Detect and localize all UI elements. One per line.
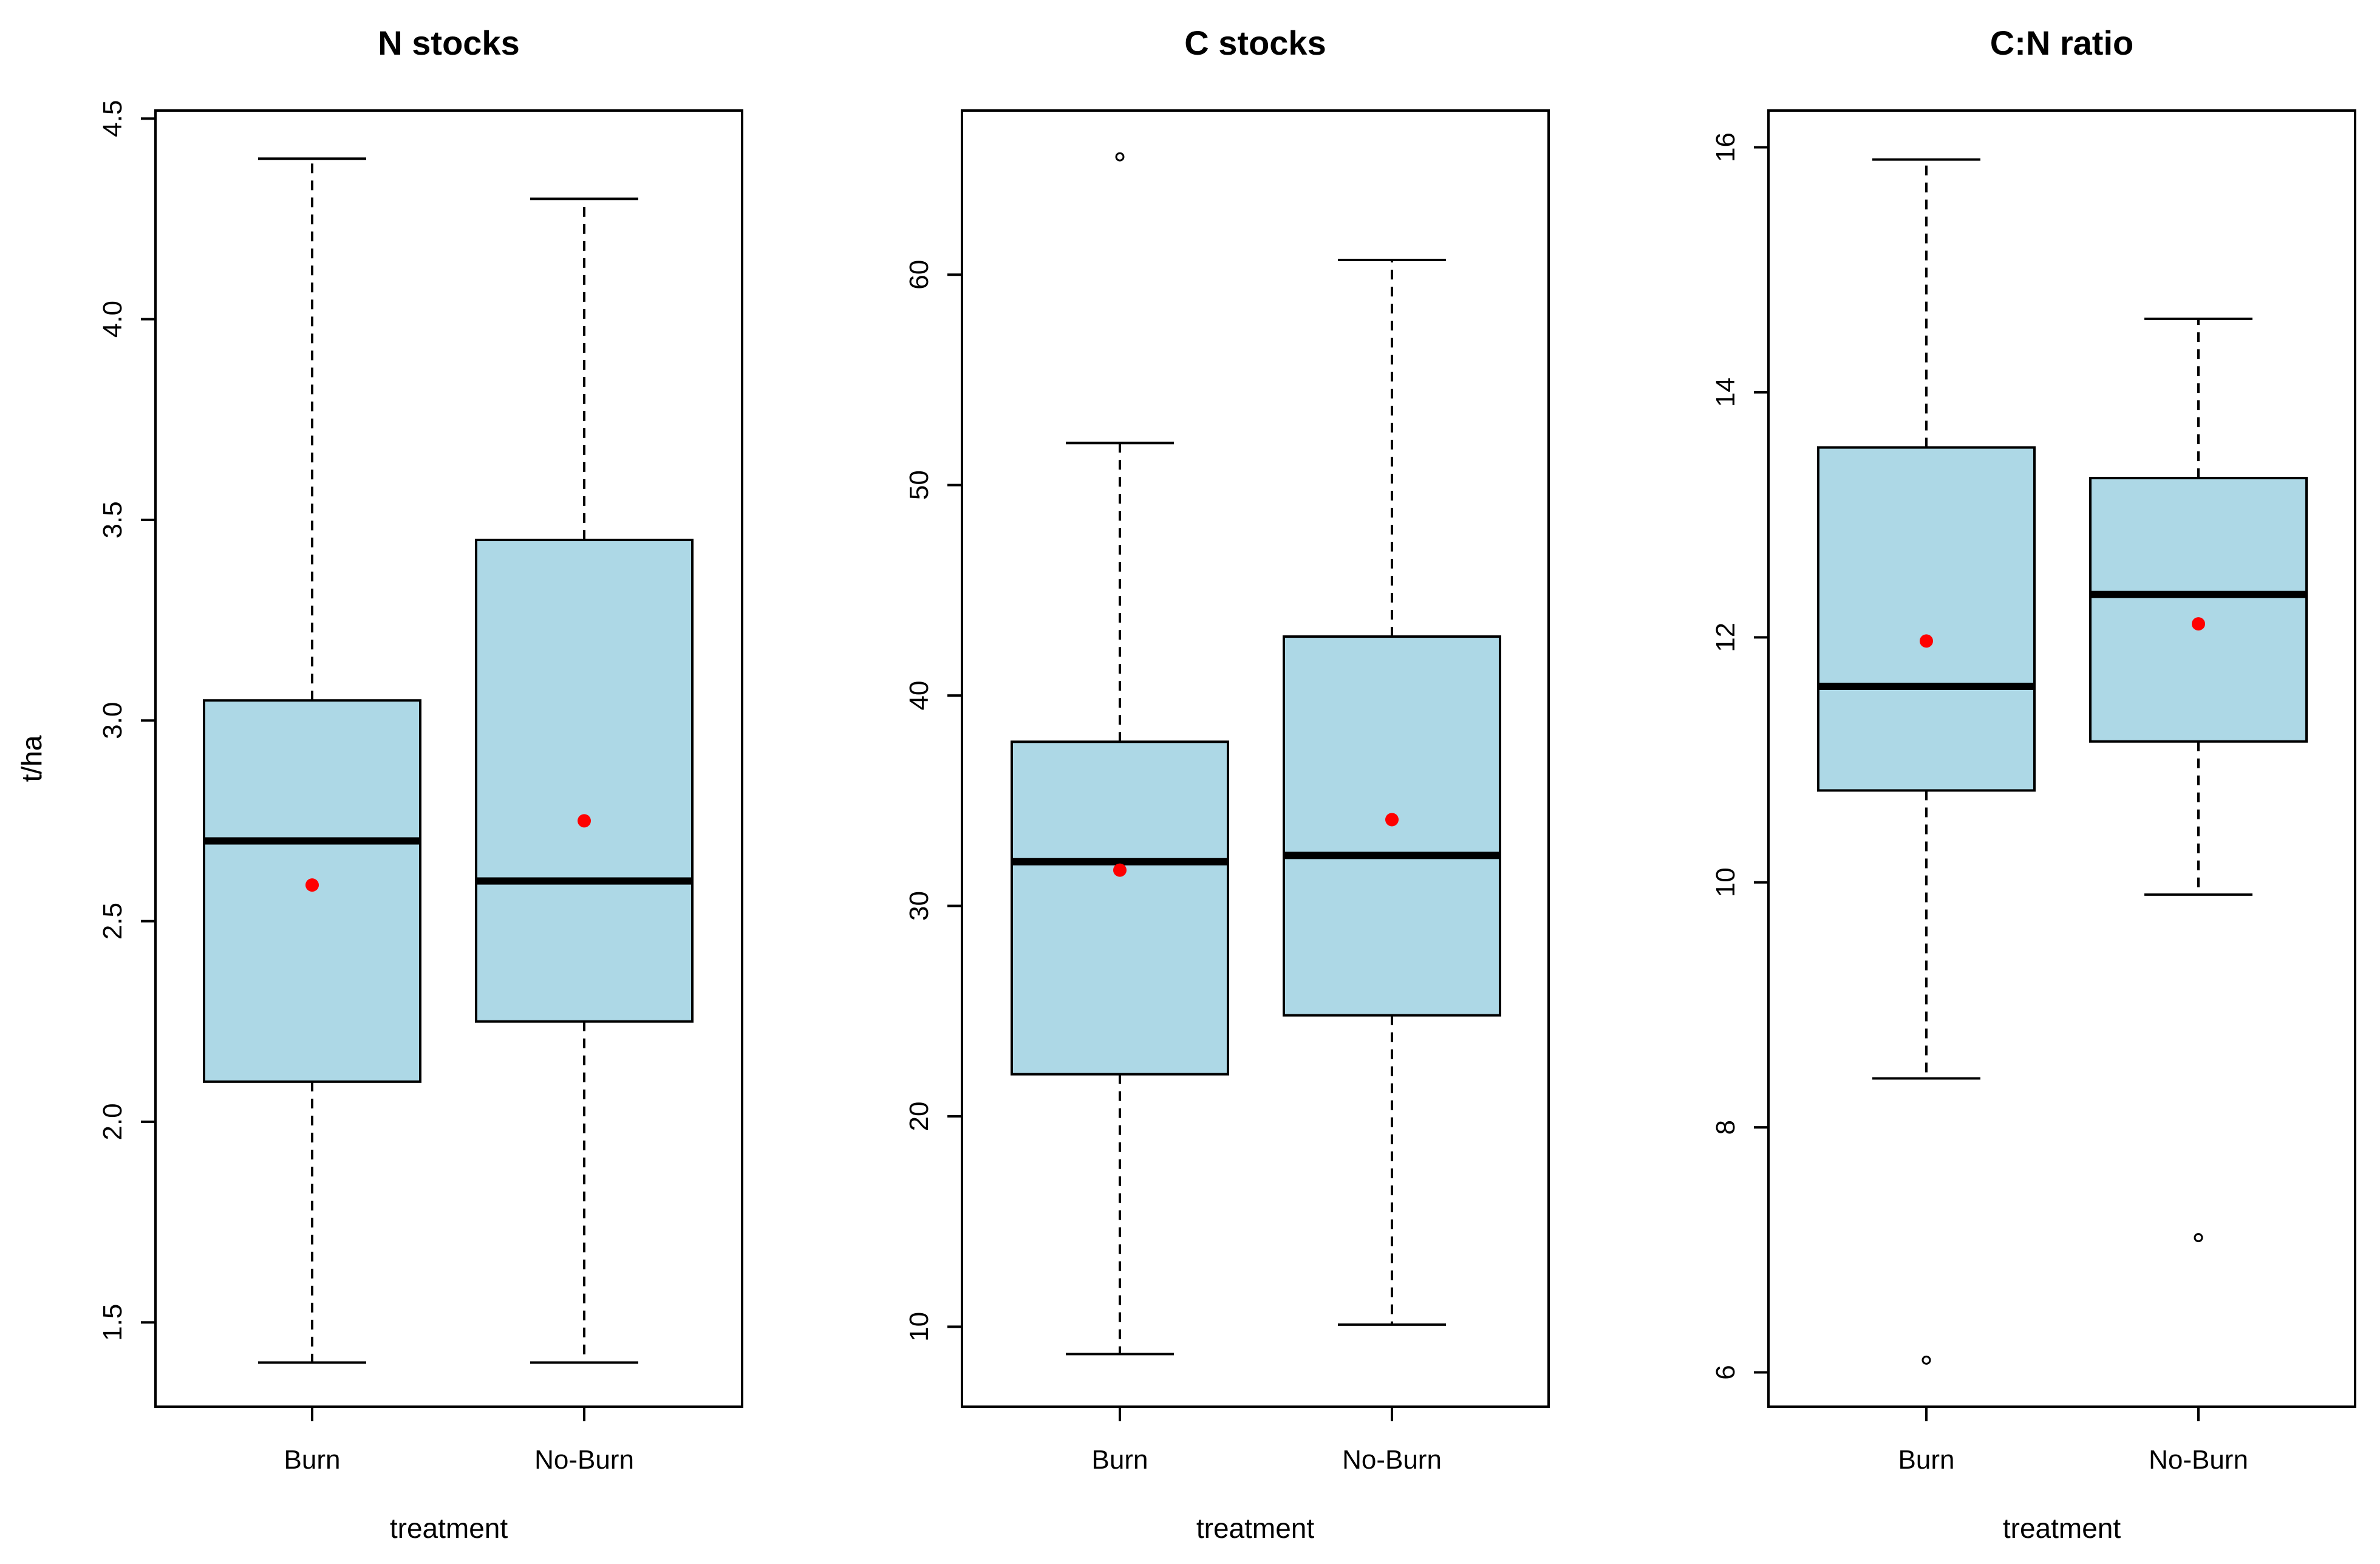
box-no-burn <box>475 197 694 1364</box>
y-tick-label: 40 <box>904 681 934 711</box>
mean-point <box>2192 617 2205 631</box>
iqr-box <box>1817 446 2036 792</box>
iqr-box <box>1283 635 1501 1017</box>
plot-frame <box>1767 109 2356 1408</box>
y-tick-label: 14 <box>1711 377 1741 407</box>
chart-panel-2: C stocks 10 20 30 40 50 60 t/ha Burn No-Burn treat… <box>16 24 1550 1544</box>
plot-frame <box>961 109 1550 1408</box>
chart-panel-3: C:N ratio 6 8 10 12 14 16 Burn No-Burn treatment <box>1711 24 2356 1544</box>
box-burn <box>1817 158 2036 1365</box>
y-tick-label: 30 <box>904 891 934 921</box>
mean-point <box>1113 863 1127 877</box>
y-tick-label: 2.5 <box>98 903 128 940</box>
y-tick-label: 10 <box>904 1312 934 1342</box>
box-no-burn <box>2089 317 2308 1243</box>
y-tick-label: 10 <box>1711 867 1741 897</box>
y-tick-label: 3.5 <box>98 501 128 538</box>
x-axis-label: treatment <box>2003 1512 2121 1544</box>
y-axis-label: t/ha <box>16 735 47 782</box>
y-tick-label: 4.5 <box>98 100 128 137</box>
x-tick-label: No-Burn <box>534 1445 634 1475</box>
y-tick-label: 50 <box>904 470 934 500</box>
x-tick-label: No-Burn <box>1342 1445 1442 1475</box>
y-tick-label: 16 <box>1711 132 1741 162</box>
y-tick-label: 12 <box>1711 623 1741 652</box>
plot-frame <box>154 109 743 1408</box>
mean-point <box>1385 813 1399 827</box>
x-tick-label: No-Burn <box>2149 1445 2248 1475</box>
x-tick-label: Burn <box>284 1445 341 1475</box>
x-axis-label: treatment <box>1196 1512 1315 1544</box>
iqr-box <box>1011 740 1229 1076</box>
x-tick-label: Burn <box>1898 1445 1955 1475</box>
mean-point <box>305 878 319 892</box>
iqr-box <box>475 538 694 1023</box>
y-tick-label: 20 <box>904 1101 934 1131</box>
chart-title: C stocks <box>1184 24 1326 62</box>
iqr-box <box>2089 477 2308 743</box>
y-tick-label: 6 <box>1711 1365 1741 1379</box>
box-burn <box>203 157 421 1364</box>
y-axis-label: t/ha <box>16 735 47 782</box>
outlier-point <box>1115 152 1125 162</box>
chart-panel-1: N stocks 1.5 2.0 2.5 3.0 3.5 4.0 4.5 t/ha Burn No-… <box>16 24 743 1544</box>
chart-title: N stocks <box>378 24 519 62</box>
y-tick-label: 60 <box>904 260 934 290</box>
outlier-point <box>1921 1355 1931 1365</box>
x-axis-label: treatment <box>390 1512 508 1544</box>
y-tick-label: 8 <box>1711 1120 1741 1135</box>
y-tick-label: 4.0 <box>98 301 128 338</box>
y-tick-label: 2.0 <box>98 1103 128 1140</box>
y-tick-label: 3.0 <box>98 702 128 739</box>
y-tick-label: 1.5 <box>98 1304 128 1341</box>
mean-point <box>578 814 591 828</box>
box-no-burn <box>1283 258 1501 1326</box>
box-burn <box>1011 152 1229 1356</box>
outlier-point <box>2194 1233 2203 1243</box>
chart-title: C:N ratio <box>1990 24 2133 62</box>
x-tick-label: Burn <box>1092 1445 1148 1475</box>
mean-point <box>1920 634 1933 648</box>
